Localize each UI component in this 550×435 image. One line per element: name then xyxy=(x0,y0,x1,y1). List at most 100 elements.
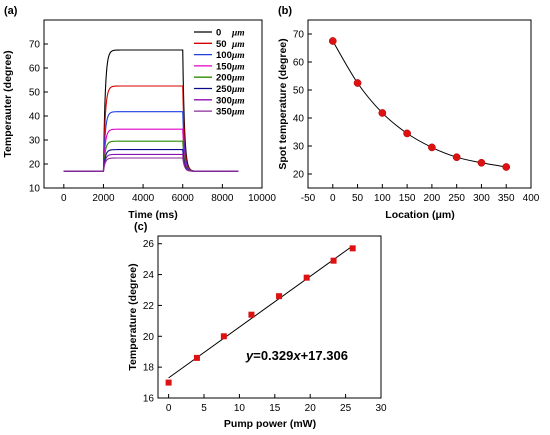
data-point xyxy=(248,311,255,318)
x-axis-title-c: Pump power (mW) xyxy=(224,418,316,430)
legend-label-50: 50 xyxy=(216,39,227,50)
legend-unit-150: μm xyxy=(231,62,245,72)
x-tick-label: 6000 xyxy=(172,193,195,204)
series-line-50 xyxy=(63,85,239,172)
y-tick-label: 40 xyxy=(293,114,305,125)
y-tick-label: 30 xyxy=(293,142,305,153)
legend-unit-350: μm xyxy=(231,108,245,118)
data-point xyxy=(165,379,172,386)
x-tick-label: 30 xyxy=(375,403,387,414)
x-tick-label: -50 xyxy=(301,193,316,204)
x-tick-label: 50 xyxy=(352,193,364,204)
data-point xyxy=(220,333,227,340)
x-tick-label: 350 xyxy=(498,193,515,204)
y-axis-title-b: Spot temperature (degree) xyxy=(277,38,289,169)
data-point xyxy=(328,37,337,45)
x-tick-label: 100 xyxy=(374,193,391,204)
x-tick-label: 4000 xyxy=(132,193,155,204)
data-point xyxy=(452,153,461,162)
x-tick-label: 25 xyxy=(340,403,352,414)
data-point xyxy=(349,245,356,252)
legend-unit-300: μm xyxy=(231,96,245,106)
series-line-300 xyxy=(63,153,239,172)
x-tick-label: 15 xyxy=(269,403,281,414)
series-line-200 xyxy=(63,140,239,172)
y-tick-label: 18 xyxy=(143,363,155,374)
plot-frame-a xyxy=(43,19,263,189)
axis-ticks-c: 0 5 10 15 20 25 30 16 18 20 22 24 26 xyxy=(143,239,387,414)
panel-c: (c) 0 5 10 15 20 25 30 16 18 20 22 24 26 y=0.329x+17… xyxy=(127,221,387,430)
data-point xyxy=(378,109,387,117)
legend-label-250: 250 xyxy=(216,84,232,95)
y-tick-label: 30 xyxy=(29,136,41,147)
axis-ticks-b: -50 0 50 100 150 200 250 300 350 400 20 30 40 50 60 70 xyxy=(293,30,540,205)
x-axis-title-a: Time (ms) xyxy=(128,209,177,221)
plot-frame-c xyxy=(157,235,382,399)
y-tick-label: 26 xyxy=(143,239,155,250)
y-tick-label: 40 xyxy=(29,112,41,123)
y-tick-label: 10 xyxy=(29,184,41,195)
panel-a: (a) 0 2000 4000 6000 8000 1000010203040506070… xyxy=(2,5,276,221)
y-tick-label: 20 xyxy=(143,332,155,343)
series-line-250 xyxy=(63,149,239,172)
y-tick-label: 60 xyxy=(293,58,305,69)
series-line-0 xyxy=(63,49,239,172)
x-tick-label: 150 xyxy=(399,193,416,204)
series-line-100 xyxy=(63,111,239,172)
y-tick-label: 22 xyxy=(143,301,155,312)
y-tick-label: 20 xyxy=(29,160,41,171)
y-tick-label: 70 xyxy=(29,40,41,51)
x-tick-label: 20 xyxy=(305,403,317,414)
panel-label-b: (b) xyxy=(278,5,292,17)
legend-unit-100: μm xyxy=(231,51,245,61)
legend-label-0: 0 xyxy=(216,28,221,39)
x-tick-label: 0 xyxy=(330,193,336,204)
x-tick-label: 0 xyxy=(61,193,67,204)
x-tick-label: 200 xyxy=(424,193,441,204)
series-line-b xyxy=(332,40,507,168)
y-tick-label: 60 xyxy=(29,64,41,75)
legend-label-100: 100 xyxy=(216,50,232,61)
y-tick-label: 16 xyxy=(143,394,155,405)
legend-label-200: 200 xyxy=(216,73,232,84)
data-point xyxy=(403,129,411,138)
legend-unit-50: μm xyxy=(231,40,245,50)
x-tick-label: 10000 xyxy=(248,193,276,204)
legend-unit-250: μm xyxy=(231,85,245,95)
legend-label-150: 150 xyxy=(216,61,232,72)
x-tick-label: 400 xyxy=(523,193,540,204)
panel-label-c: (c) xyxy=(134,221,148,233)
plot-frame-b xyxy=(307,19,532,189)
data-point xyxy=(428,143,436,152)
data-points-b xyxy=(328,37,511,171)
legend-label-350: 350 xyxy=(216,107,232,118)
x-axis-title-b: Location (μm) xyxy=(385,209,454,221)
series-lines-a xyxy=(63,49,239,172)
fit-equation: y=0.329x+17.306 xyxy=(245,348,348,363)
data-point xyxy=(477,158,486,167)
series-line-150 xyxy=(63,128,239,172)
axis-ticks-a: 0 2000 4000 6000 8000 10000 10 20 30 40 50 60 70 xyxy=(29,40,276,205)
y-tick-label: 50 xyxy=(293,86,305,97)
series-line-350 xyxy=(63,157,239,172)
data-point xyxy=(502,163,511,171)
panel-label-a: (a) xyxy=(4,5,18,17)
data-point xyxy=(276,293,283,300)
x-tick-label: 10 xyxy=(234,403,246,414)
x-tick-label: 300 xyxy=(473,193,490,204)
y-tick-label: 20 xyxy=(293,170,305,181)
legend-unit-0: μm xyxy=(231,29,245,39)
data-point xyxy=(303,274,310,281)
y-axis-title-c: Temperature (degree) xyxy=(127,263,139,370)
y-tick-label: 24 xyxy=(143,270,155,281)
y-tick-label: 50 xyxy=(29,88,41,99)
legend-label-300: 300 xyxy=(216,95,232,106)
x-tick-label: 0 xyxy=(166,403,172,414)
legend-unit-200: μm xyxy=(231,74,245,84)
y-axis-title-a: Temperauter (degree) xyxy=(2,50,14,157)
data-point xyxy=(353,79,362,87)
data-points-c xyxy=(165,245,356,386)
data-point xyxy=(330,257,337,264)
